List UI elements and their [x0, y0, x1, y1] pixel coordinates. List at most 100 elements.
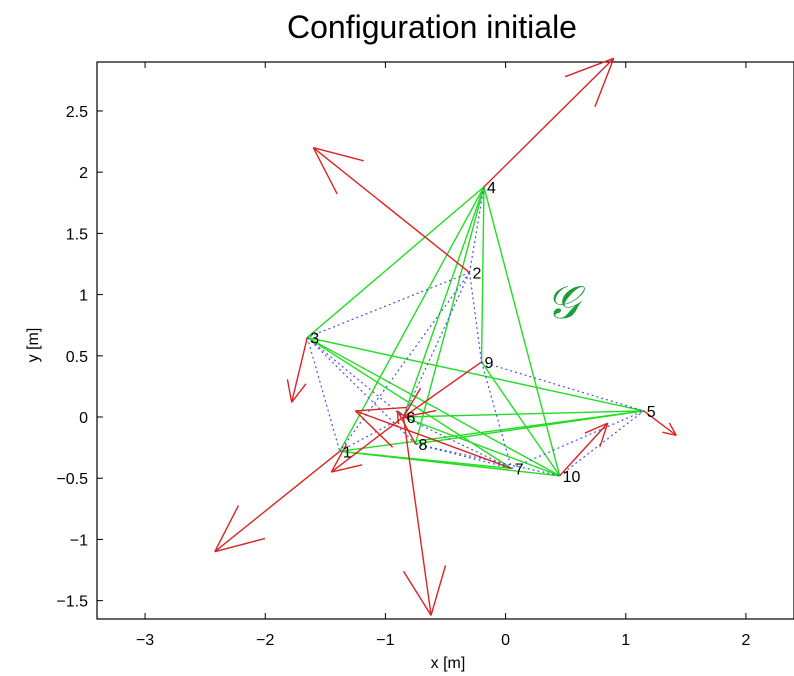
red-vector-8: [396, 410, 417, 445]
red-vector-0: [312, 147, 470, 274]
blue-edge-7-5: [511, 410, 645, 469]
node-label-6: 6: [406, 410, 415, 427]
node-label-layer: 1 2 3 4 5 6 7 8 9 10: [310, 180, 655, 486]
red-vector-head: [214, 505, 240, 552]
red-vector-head: [594, 58, 615, 108]
node-label-10: 10: [563, 469, 581, 486]
red-vector-9: [402, 361, 482, 418]
x-tick-label: −1: [376, 632, 394, 649]
x-tick-label: 2: [741, 632, 750, 649]
y-tick-label: −0.5: [56, 471, 88, 488]
red-vector-shaft: [312, 147, 470, 274]
blue-edge-3-6: [306, 336, 404, 418]
red-vector-head: [313, 147, 364, 162]
red-vector-shaft: [403, 361, 482, 418]
green-edge-4-6: [402, 186, 485, 418]
node-label-3: 3: [310, 330, 319, 347]
red-vector-head: [355, 406, 408, 412]
y-tick-label: 0: [79, 410, 88, 427]
red-vector-7: [354, 406, 512, 470]
red-vector-shaft: [483, 57, 615, 188]
green-edge-1-7: [339, 450, 512, 470]
red-vector-shaft: [214, 450, 341, 553]
y-axis-ticks: −1.5 −1 −0.5 0 0.5 1 1.5 2 2.5: [56, 104, 103, 611]
node-label-4: 4: [487, 180, 496, 197]
blue-edge-2-1: [339, 272, 471, 452]
red-vector-layer: [214, 57, 677, 616]
red-vector-shaft: [290, 337, 308, 403]
node-label-5: 5: [647, 404, 656, 421]
blue-edge-1-6: [339, 416, 404, 452]
node-label-1: 1: [343, 444, 352, 461]
green-edge-layer: [306, 186, 644, 477]
red-vector-10: [559, 422, 609, 477]
red-vector-shaft: [402, 416, 432, 616]
chart-title: Configuration initiale: [287, 9, 577, 45]
red-vector-head: [397, 410, 409, 420]
red-vector-shaft: [330, 416, 404, 473]
blue-edge-9-7: [480, 361, 513, 469]
green-edge-4-10: [483, 186, 561, 476]
x-tick-label: −3: [136, 632, 154, 649]
green-edge-4-9: [480, 186, 485, 362]
red-vector-head: [214, 537, 266, 553]
node-label-9: 9: [485, 355, 494, 372]
y-axis-label: y [m]: [25, 328, 42, 363]
red-vector-head: [330, 443, 348, 473]
x-tick-label: 1: [621, 632, 630, 649]
red-vector-head: [396, 410, 400, 425]
red-vector-shaft: [396, 410, 417, 445]
red-vector-head: [312, 147, 338, 195]
red-vector-shaft: [559, 422, 609, 477]
x-tick-label: 0: [501, 632, 510, 649]
red-vector-head: [402, 570, 432, 616]
y-tick-label: 0.5: [66, 349, 88, 366]
x-axis-label: x [m]: [431, 655, 466, 672]
green-edge-3-5: [307, 336, 644, 412]
red-vector-head: [331, 464, 363, 473]
red-vector-head: [403, 409, 437, 418]
red-vector-6: [330, 416, 404, 473]
red-vector-head: [662, 431, 677, 437]
red-vector-shaft: [643, 410, 677, 436]
y-tick-label: −1.5: [56, 594, 88, 611]
node-label-7: 7: [515, 461, 524, 478]
green-edge-4-1: [339, 186, 485, 452]
y-tick-label: 1: [79, 288, 88, 305]
blue-edge-2-9: [468, 272, 483, 363]
red-vector-shaft: [355, 410, 512, 470]
red-vector-head: [286, 379, 293, 403]
red-vector-2: [286, 337, 308, 403]
red-vector-head: [668, 422, 677, 436]
blue-edge-2-3: [307, 272, 470, 338]
x-axis-ticks: −3 −2 −1 0 1 2: [136, 62, 750, 649]
red-vector-head: [599, 422, 609, 448]
red-vector-head: [564, 57, 614, 78]
red-vector-5: [402, 416, 447, 616]
green-edge-6-5: [403, 410, 644, 418]
green-edge-3-7: [306, 336, 512, 470]
green-edge-3-10: [306, 336, 561, 477]
node-label-2: 2: [473, 266, 482, 283]
red-vector-4: [643, 410, 677, 437]
red-vector-1: [483, 57, 615, 188]
green-edge-6-10: [403, 416, 560, 477]
green-edge-9-10: [480, 361, 561, 477]
green-edge-4-3: [306, 186, 485, 338]
red-vector-head: [291, 383, 307, 403]
blue-edge-layer: [306, 186, 645, 477]
red-vector-head: [430, 565, 447, 616]
red-vector-head: [584, 422, 609, 434]
plot-frame: [96, 61, 794, 620]
red-vector-head: [402, 387, 422, 418]
blue-edge-2-6: [402, 272, 471, 418]
y-tick-label: 1.5: [66, 226, 88, 243]
y-tick-label: 2.5: [66, 104, 88, 121]
x-tick-label: −2: [256, 632, 274, 649]
red-vector-head: [354, 410, 394, 448]
blue-edge-9-5: [481, 361, 644, 412]
y-tick-label: −1: [70, 532, 88, 549]
red-vector-3: [214, 450, 341, 553]
node-label-8: 8: [418, 437, 427, 454]
